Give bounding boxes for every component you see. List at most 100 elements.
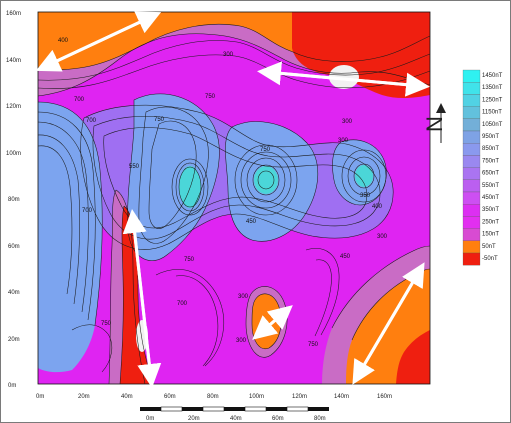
legend-color-swatch — [462, 240, 481, 254]
legend-color-swatch — [462, 204, 481, 217]
x-tick-label: 20m — [78, 394, 90, 400]
legend-label: 750nT — [482, 158, 499, 164]
contour-label: 450 — [246, 219, 257, 225]
southeast-arrow-return — [352, 268, 422, 385]
contour-line — [252, 164, 280, 196]
contour-line — [148, 120, 197, 229]
contour-line — [234, 144, 298, 216]
contour-line — [38, 121, 89, 313]
contour-line — [347, 156, 381, 196]
contour-label: 750 — [184, 257, 195, 263]
contour-line — [341, 149, 387, 203]
scale-label: 60m — [272, 416, 284, 422]
legend-color-swatch — [462, 228, 481, 241]
x-tick-label: 100m — [249, 394, 264, 400]
legend-color-swatch — [462, 167, 481, 180]
contour-line — [175, 275, 219, 367]
contour-label: 300 — [223, 52, 234, 58]
contour-label: 350 — [360, 193, 371, 199]
cyan-anomaly-west — [179, 166, 201, 208]
legend-color-swatch — [462, 252, 481, 266]
y-tick-label: 40m — [8, 290, 20, 296]
y-tick-label: 20m — [8, 337, 20, 343]
contour-line — [38, 134, 80, 305]
contour-line — [305, 248, 340, 336]
contour-line — [119, 205, 125, 384]
contour-label: 450 — [340, 254, 351, 260]
legend-label: 250nT — [482, 219, 499, 225]
cyan-anomaly-east — [355, 165, 373, 187]
contour-label: 400 — [372, 204, 383, 210]
legend-color-swatch — [462, 130, 481, 144]
x-tick-label: 80m — [207, 394, 219, 400]
contour-line — [38, 145, 73, 295]
scale-bar: 0m 20m 40m 60m 80m — [140, 406, 329, 422]
legend-label: 450nT — [482, 195, 499, 201]
contour-line — [314, 259, 332, 337]
contour-label: 700 — [86, 118, 97, 124]
y-tick-label: 140m — [6, 58, 21, 64]
y-tick-label: 100m — [6, 151, 21, 157]
legend-label: 850nT — [482, 146, 499, 152]
legend-color-swatch — [462, 106, 481, 119]
x-axis: 0m 20m 40m 60m 80m 100m 120m 140m 160m — [36, 394, 392, 400]
contour-line — [353, 163, 375, 189]
upper-right-white-zone — [329, 65, 359, 89]
x-tick-label: 0m — [36, 394, 44, 400]
cyan-anomaly-center — [254, 166, 278, 194]
west-blue-zone — [38, 102, 103, 373]
y-tick-label: 80m — [8, 197, 20, 203]
contour-line — [38, 101, 103, 326]
contour-label: 300 — [338, 138, 349, 144]
scale-segment — [244, 406, 267, 412]
north-label: N — [422, 116, 447, 132]
legend-color-swatch — [462, 143, 481, 156]
legend-color-swatch — [462, 155, 481, 168]
contour-label: 550 — [129, 164, 140, 170]
contour-label: 750 — [154, 117, 165, 123]
legend-label: 550nT — [482, 183, 499, 189]
contour-label: 700 — [82, 208, 93, 214]
legend-label: 950nT — [482, 134, 499, 140]
south-small-arrow-return — [252, 309, 288, 340]
contour-line — [178, 166, 202, 208]
legend-label: 1250nT — [482, 97, 503, 103]
legend-color-swatch — [462, 82, 481, 95]
contour-label: 700 — [74, 97, 85, 103]
contour-label-layer: 400 700 700 750 750 300 750 300 700 550 … — [58, 38, 388, 348]
contour-label: 400 — [58, 38, 69, 44]
contour-label: 750 — [308, 342, 319, 348]
map-border — [37, 11, 431, 385]
contour-label: 750 — [260, 147, 271, 153]
contour-label: 300 — [342, 119, 353, 125]
scale-segment — [308, 407, 329, 411]
north-arrowhead — [436, 103, 446, 113]
scale-segment — [182, 407, 203, 411]
north-arrow: N — [422, 103, 447, 143]
y-axis: 0m 20m 40m 60m 80m 100m 120m 140m 160m — [6, 11, 21, 389]
scale-label: 0m — [146, 416, 154, 422]
legend-color-swatch — [462, 179, 481, 193]
contour-line — [38, 40, 430, 81]
contour-line — [38, 54, 430, 89]
legend-color-swatch — [462, 69, 481, 83]
contour-line — [240, 151, 292, 209]
scale-label: 80m — [314, 416, 326, 422]
legend-label: 1350nT — [482, 85, 503, 91]
contour-line — [246, 157, 286, 203]
contour-line — [38, 23, 430, 71]
legend-color-swatch — [462, 94, 481, 107]
contour-line — [331, 245, 430, 329]
west-arrow-return — [122, 209, 153, 381]
contour-line — [138, 106, 209, 244]
northwest-arrow-return — [35, 14, 155, 72]
contour-line — [108, 189, 117, 384]
color-legend: 1450nT 1350nT 1250nT 1150nT 1050nT 950nT 850nT… — [462, 69, 503, 266]
contour-label: 750 — [101, 321, 112, 327]
northeast-arrow-return — [257, 61, 423, 88]
legend-color-swatch — [462, 118, 481, 132]
contour-label: 300 — [236, 338, 247, 344]
contour-line — [251, 293, 282, 350]
scale-segment — [202, 406, 225, 412]
